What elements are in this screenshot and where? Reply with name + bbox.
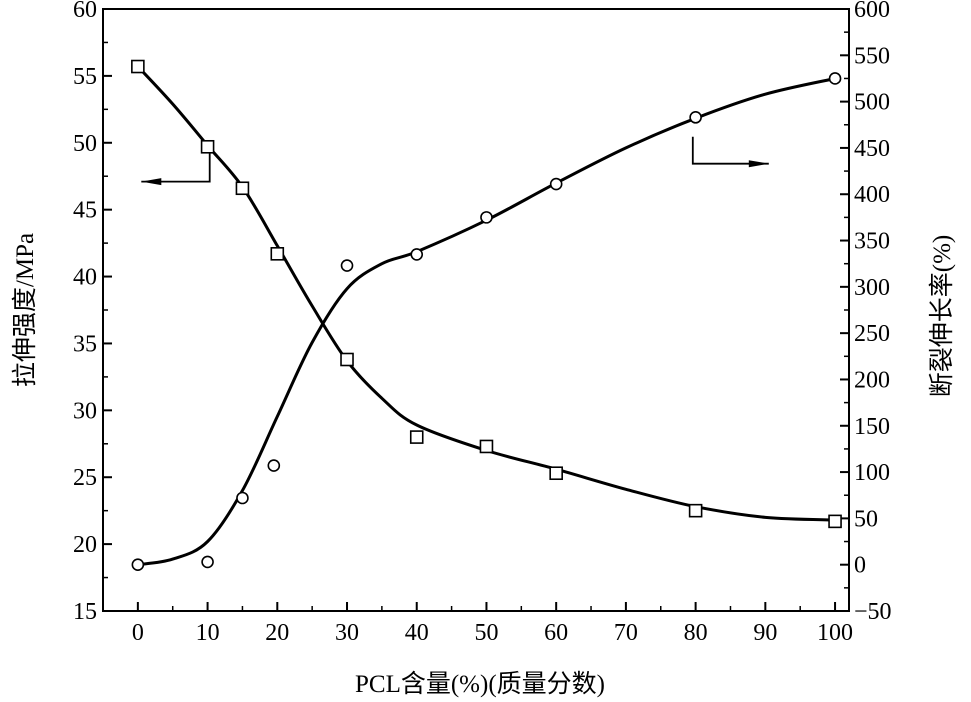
arrow-head-right bbox=[748, 160, 769, 168]
x-tick-label: 0 bbox=[132, 620, 144, 646]
right-y-tick-label: 450 bbox=[854, 136, 890, 162]
square-marker bbox=[340, 352, 354, 367]
left-y-tick-label: 55 bbox=[73, 64, 97, 90]
x-tick-label: 70 bbox=[614, 620, 638, 646]
axis-pointer-line bbox=[141, 146, 211, 183]
left-y-tick-label: 25 bbox=[73, 465, 97, 491]
left-y-axis-ticks: 15 20 25 30 35 40 45 50 55 60 bbox=[73, 0, 112, 625]
circle-marker bbox=[236, 491, 249, 505]
x-tick-label: 60 bbox=[544, 620, 568, 646]
series-arrows bbox=[141, 136, 769, 186]
tensile-strength-curve bbox=[136, 65, 836, 522]
plot-frame bbox=[102, 8, 850, 612]
right-y-tick-label: 50 bbox=[854, 506, 878, 532]
circle-marker bbox=[828, 72, 842, 85]
circle-marker bbox=[131, 558, 145, 571]
right-y-tick-label: 100 bbox=[854, 460, 890, 486]
left-y-tick-label: 45 bbox=[73, 198, 97, 224]
right-y-tick-label: 150 bbox=[854, 414, 890, 440]
square-marker bbox=[549, 466, 563, 481]
square-marker bbox=[828, 514, 842, 529]
arrow-head-left bbox=[141, 178, 162, 186]
x-axis-ticks: 0 10 20 30 40 50 60 70 80 90 100 bbox=[132, 602, 853, 646]
circle-marker bbox=[201, 555, 214, 569]
x-tick-label: 10 bbox=[196, 620, 220, 646]
right-y-tick-label: 400 bbox=[854, 182, 890, 208]
right-y-tick-label: 350 bbox=[854, 229, 890, 255]
right-y-tick-label: −50 bbox=[854, 599, 892, 625]
x-tick-label: 100 bbox=[817, 620, 853, 646]
left-y-axis-label: 拉伸强度/MPa bbox=[11, 233, 39, 387]
square-marker bbox=[131, 59, 145, 74]
x-tick-label: 50 bbox=[474, 620, 498, 646]
right-y-tick-label: 500 bbox=[854, 90, 890, 116]
right-y-axis-ticks: −50 0 50 100 150 200 250 300 350 400 450 500 550 600 bbox=[840, 0, 892, 625]
left-y-tick-label: 50 bbox=[73, 131, 97, 157]
left-y-tick-label: 35 bbox=[73, 331, 97, 357]
circle-marker bbox=[480, 211, 493, 224]
right-y-tick-label: 0 bbox=[854, 553, 866, 579]
series-markers bbox=[131, 59, 842, 571]
square-marker bbox=[688, 503, 703, 518]
square-marker bbox=[409, 430, 424, 444]
right-y-tick-label: 550 bbox=[854, 43, 890, 69]
x-tick-label: 90 bbox=[753, 620, 777, 646]
x-tick-label: 20 bbox=[265, 620, 289, 646]
square-marker bbox=[270, 247, 285, 261]
circle-marker bbox=[689, 111, 702, 124]
left-y-tick-label: 30 bbox=[73, 398, 97, 424]
left-y-tick-label: 15 bbox=[73, 599, 97, 625]
series-curves bbox=[136, 65, 836, 567]
square-marker bbox=[200, 139, 215, 154]
circle-marker bbox=[267, 459, 281, 472]
x-tick-label: 80 bbox=[684, 620, 708, 646]
square-marker bbox=[479, 439, 494, 454]
right-y-tick-label: 300 bbox=[854, 275, 890, 301]
square-marker bbox=[235, 181, 250, 196]
right-y-tick-label: 600 bbox=[854, 0, 890, 23]
right-y-tick-label: 200 bbox=[854, 367, 890, 393]
right-y-axis-label: 断裂伸长率(%) bbox=[928, 235, 956, 397]
left-y-tick-label: 60 bbox=[73, 0, 97, 23]
circle-marker bbox=[549, 177, 563, 191]
x-tick-label: 30 bbox=[335, 620, 359, 646]
elongation-curve bbox=[137, 77, 836, 567]
left-y-tick-label: 40 bbox=[73, 265, 97, 291]
axis-pointer-line bbox=[691, 136, 769, 165]
circle-marker bbox=[340, 259, 354, 272]
x-tick-label: 40 bbox=[405, 620, 429, 646]
right-y-tick-label: 250 bbox=[854, 321, 890, 347]
circle-marker bbox=[410, 248, 424, 261]
x-axis-label: PCL含量(%)(质量分数) bbox=[355, 670, 605, 698]
left-y-tick-label: 20 bbox=[73, 532, 97, 558]
